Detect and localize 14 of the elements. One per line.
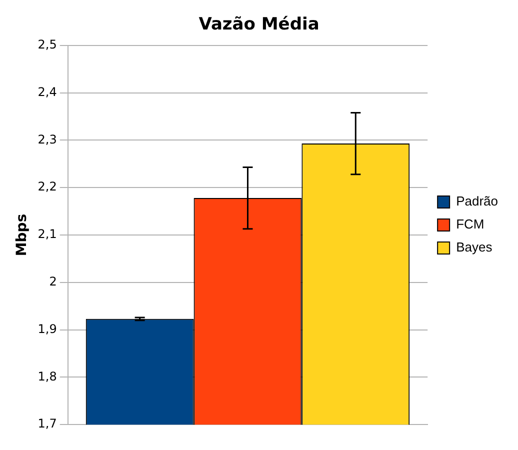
legend-label: Bayes <box>456 240 493 255</box>
legend-label: FCM <box>456 216 484 232</box>
y-tick-label: 1,9 <box>38 322 57 336</box>
y-tick-label: 2,2 <box>38 180 57 194</box>
y-axis-title: Mbps <box>14 214 30 256</box>
y-tick-label: 1,8 <box>38 369 57 384</box>
y-tick-label: 2 <box>49 274 57 289</box>
y-tick-label: 2,4 <box>38 84 57 99</box>
y-tick-label: 1,7 <box>38 416 57 431</box>
y-tick-label: 2,3 <box>38 132 57 146</box>
legend-label: Padrão <box>456 194 498 209</box>
y-tick-label: 2,5 <box>38 38 57 52</box>
y-tick-label: 2,1 <box>38 227 57 242</box>
chart-title: Vazão Média <box>198 14 320 35</box>
